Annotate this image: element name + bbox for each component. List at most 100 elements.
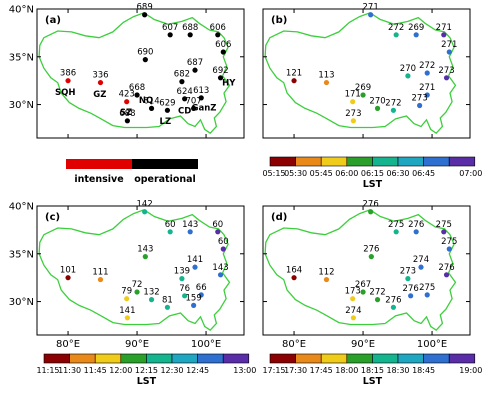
station-dot (360, 92, 366, 98)
station-dot (198, 292, 204, 298)
site-name-label: GZ (93, 90, 106, 100)
station-value: 271 (436, 23, 452, 33)
lat-label: 30°N (9, 297, 34, 308)
colorbar-tick-label: 06:45 (412, 169, 435, 178)
station-dot (182, 293, 188, 299)
station-value: 171 (345, 90, 361, 100)
station-dot (217, 75, 224, 81)
station-value: 164 (286, 266, 302, 276)
lat-label: 30°N (9, 100, 34, 111)
station-value: 276 (438, 263, 454, 273)
lat-label: 40°N (9, 202, 34, 213)
station-dot (142, 209, 148, 215)
station-dot (405, 73, 411, 79)
site-name-label: CD (178, 106, 191, 116)
station-value: 668 (129, 83, 145, 93)
colorbar-tick-label: 13:00 (233, 366, 256, 375)
station-dot (124, 315, 130, 321)
station-value: 275 (419, 283, 435, 293)
station-value: 72 (132, 280, 143, 290)
station-dot (360, 289, 366, 295)
lon-label: 90°E (351, 339, 375, 350)
station-value: 423 (119, 90, 135, 100)
station-dot (405, 276, 411, 282)
station-value: 688 (119, 109, 135, 119)
station-dot (191, 105, 197, 111)
station-dot (179, 276, 185, 282)
colorbar-cell (423, 156, 450, 167)
colorbar-cell (372, 156, 399, 167)
colorbar-cell (372, 353, 399, 364)
station-dot (443, 75, 450, 81)
station-value: 271 (363, 3, 379, 13)
station-dot (390, 304, 397, 310)
lat-label: 35°N (9, 52, 34, 63)
colorbar-tick-label: 06:15 (361, 169, 384, 178)
station-dot (220, 49, 226, 55)
station-dot (167, 32, 173, 38)
station-value: 111 (92, 268, 108, 278)
station-value: 273 (345, 109, 361, 119)
station-dot (148, 297, 155, 303)
station-value: 336 (92, 71, 108, 81)
colorbar-cell (397, 156, 424, 167)
lon-label: 90°E (125, 339, 149, 350)
station-value: 629 (159, 98, 175, 108)
colorbar-cell (320, 156, 348, 167)
colorbar-tick-label: 05:30 (284, 169, 307, 178)
station-value: 624 (177, 87, 193, 97)
station-dot (134, 92, 140, 98)
colorbar-cell (423, 353, 450, 364)
station-value: 274 (345, 306, 361, 316)
panel-label: (d) (271, 212, 287, 223)
station-value: 269 (355, 83, 371, 93)
station-dot (374, 297, 381, 303)
lon-label: 80°E (56, 339, 80, 350)
station-dot (291, 78, 297, 84)
lon-label: 80°E (282, 339, 306, 350)
station-value: 689 (137, 3, 153, 13)
station-dot (418, 264, 424, 270)
lat-label: 35°N (9, 249, 34, 260)
colorbar-tick-label: 12:45 (186, 366, 209, 375)
station-value: 273 (412, 94, 428, 104)
colorbar-tick-label: 19:00 (459, 366, 482, 375)
station-value: 275 (388, 220, 404, 230)
station-dot (142, 254, 148, 260)
colorbar-tick-label: 05:45 (310, 169, 333, 178)
lon-label: 100°E (191, 339, 221, 350)
colorbar-tick-label: 05:15 (262, 169, 285, 178)
station-dot (164, 107, 171, 113)
station-value: 141 (187, 255, 203, 265)
station-dot (368, 209, 374, 215)
colorbar-cell (346, 353, 373, 364)
station-value: 276 (363, 245, 379, 255)
station-value: 274 (413, 255, 429, 265)
station-value: 606 (215, 40, 231, 50)
station-value: 273 (400, 267, 416, 277)
station-dot (417, 102, 423, 109)
station-value: 267 (355, 280, 371, 290)
station-dot (368, 254, 374, 260)
station-dot (192, 67, 198, 73)
colorbar-cell (197, 353, 224, 364)
station-value: 81 (162, 295, 173, 305)
station-dot (65, 78, 71, 84)
legend-swatch-intensive (66, 159, 132, 169)
colorbar-tick-label: 18:45 (412, 366, 435, 375)
station-dot (443, 272, 450, 278)
station-dot (350, 118, 356, 124)
station-value: 60 (218, 237, 229, 247)
colorbar-title: LST (363, 179, 383, 190)
station-value: 272 (388, 23, 404, 33)
station-dot (148, 105, 155, 111)
colorbar-tick-label: 18:30 (386, 366, 409, 375)
panel-label: (a) (45, 15, 61, 26)
station-value: 276 (403, 284, 419, 294)
colorbar-cell (269, 156, 296, 167)
station-value: 141 (119, 306, 135, 316)
site-name-label: HY (222, 79, 236, 89)
station-value: 112 (318, 268, 334, 278)
lon-label: 100°E (417, 339, 447, 350)
